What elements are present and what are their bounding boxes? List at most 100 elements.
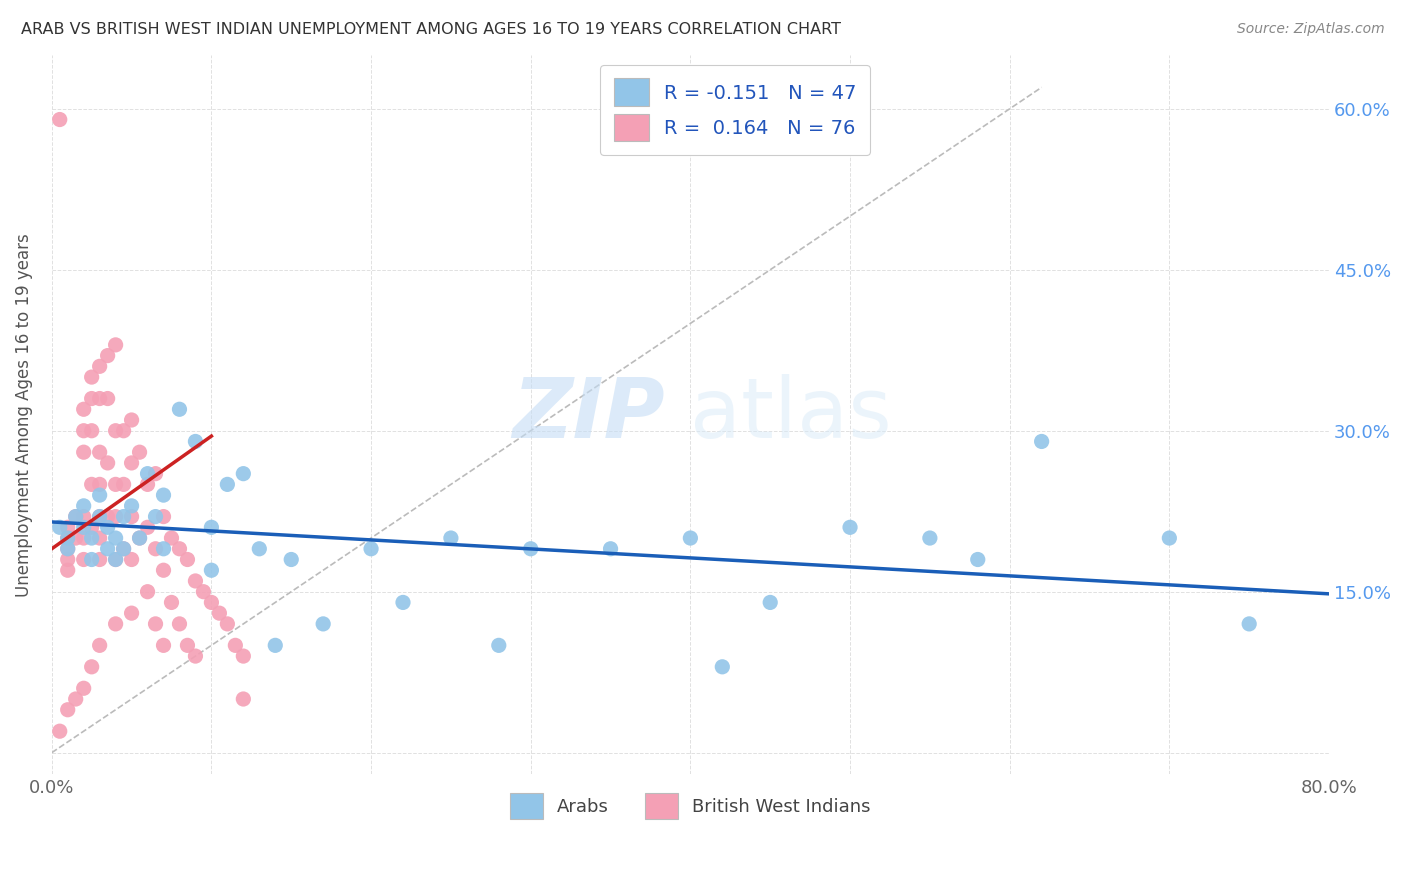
Point — [97, 392, 120, 406]
Point — [104, 552, 127, 566]
Point — [136, 520, 159, 534]
Point — [966, 552, 988, 566]
Point — [80, 660, 103, 674]
Text: ZIP: ZIP — [512, 374, 665, 455]
Point — [89, 509, 111, 524]
Point — [80, 424, 103, 438]
Point — [136, 584, 159, 599]
Point — [759, 595, 782, 609]
Point — [312, 616, 335, 631]
Legend: Arabs, British West Indians: Arabs, British West Indians — [503, 786, 877, 826]
Text: Source: ZipAtlas.com: Source: ZipAtlas.com — [1237, 22, 1385, 37]
Point — [169, 541, 191, 556]
Point — [80, 392, 103, 406]
Point — [839, 520, 862, 534]
Point — [80, 477, 103, 491]
Point — [136, 467, 159, 481]
Point — [145, 616, 167, 631]
Point — [152, 488, 174, 502]
Point — [56, 520, 79, 534]
Point — [264, 638, 287, 652]
Point — [73, 552, 96, 566]
Point — [80, 370, 103, 384]
Point — [121, 413, 143, 427]
Text: atlas: atlas — [690, 374, 893, 455]
Point — [97, 541, 120, 556]
Point — [145, 509, 167, 524]
Point — [89, 488, 111, 502]
Point — [56, 541, 79, 556]
Point — [56, 541, 79, 556]
Point — [232, 692, 254, 706]
Point — [56, 703, 79, 717]
Point — [73, 424, 96, 438]
Point — [73, 531, 96, 545]
Point — [121, 499, 143, 513]
Point — [169, 616, 191, 631]
Point — [360, 541, 382, 556]
Point — [200, 520, 222, 534]
Point — [65, 692, 87, 706]
Point — [56, 552, 79, 566]
Point — [73, 520, 96, 534]
Point — [89, 477, 111, 491]
Point — [97, 456, 120, 470]
Point — [65, 509, 87, 524]
Point — [121, 606, 143, 620]
Point — [679, 531, 702, 545]
Point — [176, 552, 198, 566]
Point — [208, 606, 231, 620]
Point — [104, 338, 127, 352]
Point — [73, 445, 96, 459]
Point — [104, 509, 127, 524]
Point — [73, 402, 96, 417]
Point — [48, 112, 70, 127]
Point — [488, 638, 510, 652]
Point — [89, 552, 111, 566]
Point — [1237, 616, 1260, 631]
Point — [136, 477, 159, 491]
Point — [711, 660, 734, 674]
Point — [112, 541, 135, 556]
Point — [121, 509, 143, 524]
Point — [89, 359, 111, 374]
Point — [80, 520, 103, 534]
Point — [65, 509, 87, 524]
Point — [152, 563, 174, 577]
Point — [519, 541, 541, 556]
Point — [152, 541, 174, 556]
Point — [104, 424, 127, 438]
Point — [247, 541, 270, 556]
Text: ARAB VS BRITISH WEST INDIAN UNEMPLOYMENT AMONG AGES 16 TO 19 YEARS CORRELATION C: ARAB VS BRITISH WEST INDIAN UNEMPLOYMENT… — [21, 22, 841, 37]
Point — [193, 584, 215, 599]
Point — [56, 531, 79, 545]
Point — [145, 467, 167, 481]
Point — [89, 531, 111, 545]
Point — [89, 509, 111, 524]
Point — [80, 531, 103, 545]
Point — [97, 349, 120, 363]
Point — [56, 531, 79, 545]
Point — [73, 499, 96, 513]
Point — [89, 638, 111, 652]
Point — [56, 563, 79, 577]
Point — [121, 456, 143, 470]
Point — [160, 595, 183, 609]
Point — [121, 552, 143, 566]
Point — [184, 574, 207, 588]
Point — [176, 638, 198, 652]
Point — [128, 445, 150, 459]
Point — [232, 467, 254, 481]
Point — [112, 477, 135, 491]
Point — [104, 531, 127, 545]
Point — [160, 531, 183, 545]
Point — [918, 531, 941, 545]
Point — [97, 520, 120, 534]
Point — [169, 402, 191, 417]
Point — [104, 477, 127, 491]
Point — [152, 638, 174, 652]
Point — [217, 616, 239, 631]
Point — [128, 531, 150, 545]
Point — [112, 509, 135, 524]
Point — [440, 531, 463, 545]
